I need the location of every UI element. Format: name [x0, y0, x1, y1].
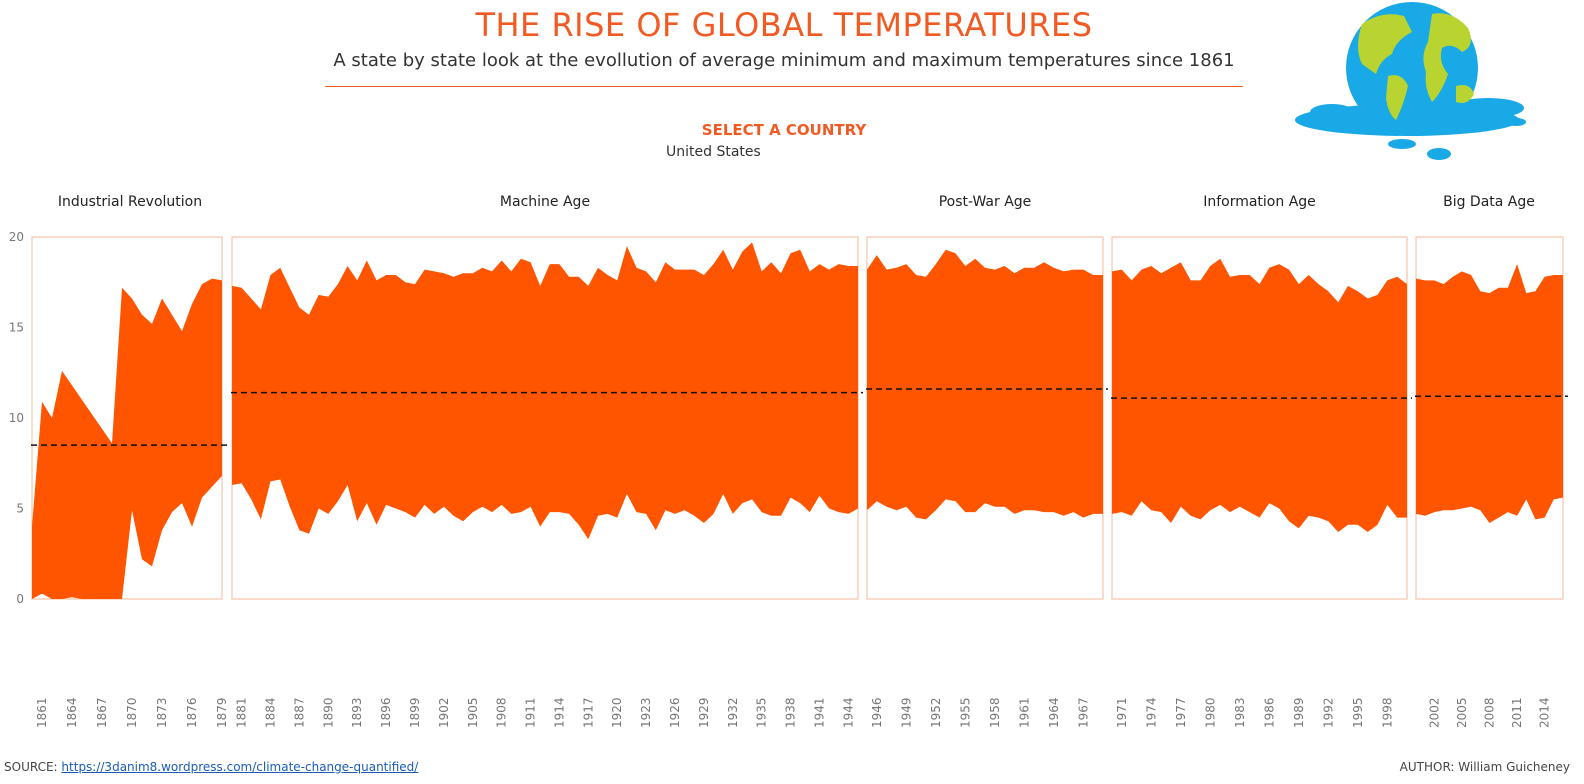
title-divider: [325, 86, 1243, 87]
x-tick-label: 1899: [408, 697, 422, 728]
y-tick-label: 10: [9, 411, 24, 425]
x-tick-label: 1998: [1380, 697, 1394, 728]
x-tick-label: 2011: [1510, 697, 1524, 728]
x-tick-label: 1932: [726, 697, 740, 728]
source-note: SOURCE: https://3danim8.wordpress.com/cl…: [4, 760, 418, 774]
x-tick-label: 1986: [1262, 697, 1276, 728]
x-tick-label: 1881: [235, 697, 249, 728]
country-select[interactable]: United States: [666, 144, 761, 160]
x-tick-label: 1908: [495, 697, 509, 728]
x-tick-label: 1926: [668, 697, 682, 728]
x-tick-label: 1977: [1174, 697, 1188, 728]
y-tick-label: 15: [9, 321, 24, 335]
x-tick-label: 1964: [1047, 697, 1061, 728]
x-tick-label: 1980: [1203, 697, 1217, 728]
author-credit: AUTHOR: William Guicheney: [1399, 760, 1570, 774]
x-tick-label: 1917: [581, 697, 595, 728]
x-tick-label: 1887: [292, 697, 306, 728]
x-tick-label: 1983: [1233, 697, 1247, 728]
x-tick-label: 1941: [812, 697, 826, 728]
temperature-range-area: [32, 278, 222, 599]
x-tick-label: 1920: [610, 697, 624, 728]
x-tick-label: 1995: [1351, 697, 1365, 728]
temperature-range-area: [232, 242, 858, 540]
x-tick-label: 1946: [870, 697, 884, 728]
x-tick-label: 1929: [697, 697, 711, 728]
x-tick-label: 1989: [1292, 697, 1306, 728]
temperature-range-area: [1416, 264, 1563, 523]
x-tick-label: 1974: [1144, 697, 1158, 728]
x-tick-label: 1864: [65, 697, 79, 728]
x-tick-label: 1876: [185, 697, 199, 728]
x-tick-label: 1884: [264, 697, 278, 728]
x-tick-label: 1971: [1115, 697, 1129, 728]
x-tick-label: 1896: [379, 697, 393, 728]
temperature-chart: 0 5 10 15 20 1861 1864 1867 1870 1873 1876 1879 1881…: [9, 230, 1568, 728]
source-link[interactable]: https://3danim8.wordpress.com/climate-ch…: [61, 760, 419, 774]
x-tick-label: 1923: [639, 697, 653, 728]
x-tick-label: 1949: [899, 697, 913, 728]
page-title: THE RISE OF GLOBAL TEMPERATURES: [475, 6, 1093, 44]
x-tick-label: 1870: [125, 697, 139, 728]
x-tick-label: 1893: [350, 697, 364, 728]
temperature-range-area: [867, 249, 1103, 520]
era-label: Post-War Age: [938, 194, 1032, 210]
y-tick-label: 5: [16, 502, 24, 516]
x-tick-label: 1955: [958, 697, 972, 728]
source-label: SOURCE:: [4, 760, 58, 774]
x-tick-label: 1914: [552, 697, 566, 728]
x-tick-label: 1902: [437, 697, 451, 728]
x-tick-label: 1867: [95, 697, 109, 728]
x-tick-label: 1944: [841, 697, 855, 728]
x-tick-label: 1992: [1321, 697, 1335, 728]
era-label: Industrial Revolution: [57, 194, 203, 210]
x-tick-label: 1861: [35, 697, 49, 728]
era-label: Information Age: [1203, 194, 1316, 210]
country-select-label: SELECT A COUNTRY: [701, 121, 867, 139]
x-tick-label: 1961: [1017, 697, 1031, 728]
x-tick-label: 2008: [1483, 697, 1497, 728]
page-subtitle: A state by state look at the evollution …: [333, 50, 1235, 71]
temperature-range-area: [1112, 258, 1407, 532]
x-tick-label: 2005: [1455, 697, 1469, 728]
x-tick-label: 1952: [929, 697, 943, 728]
x-tick-label: 1911: [524, 697, 538, 728]
x-tick-label: 1958: [988, 697, 1002, 728]
x-tick-label: 1935: [755, 697, 769, 728]
x-tick-label: 2014: [1538, 697, 1552, 728]
x-tick-label: 1879: [215, 697, 229, 728]
x-tick-label: 1890: [321, 697, 335, 728]
x-tick-label: 1967: [1076, 697, 1090, 728]
x-tick-label: 1873: [155, 697, 169, 728]
x-tick-label: 1938: [784, 697, 798, 728]
era-label: Big Data Age: [1443, 194, 1535, 210]
x-tick-label: 1905: [466, 697, 480, 728]
era-label: Machine Age: [499, 194, 591, 210]
y-tick-label: 20: [9, 230, 24, 244]
x-tick-label: 2002: [1427, 697, 1441, 728]
y-tick-label: 0: [16, 592, 24, 606]
melting-globe-icon: [1295, 2, 1526, 160]
